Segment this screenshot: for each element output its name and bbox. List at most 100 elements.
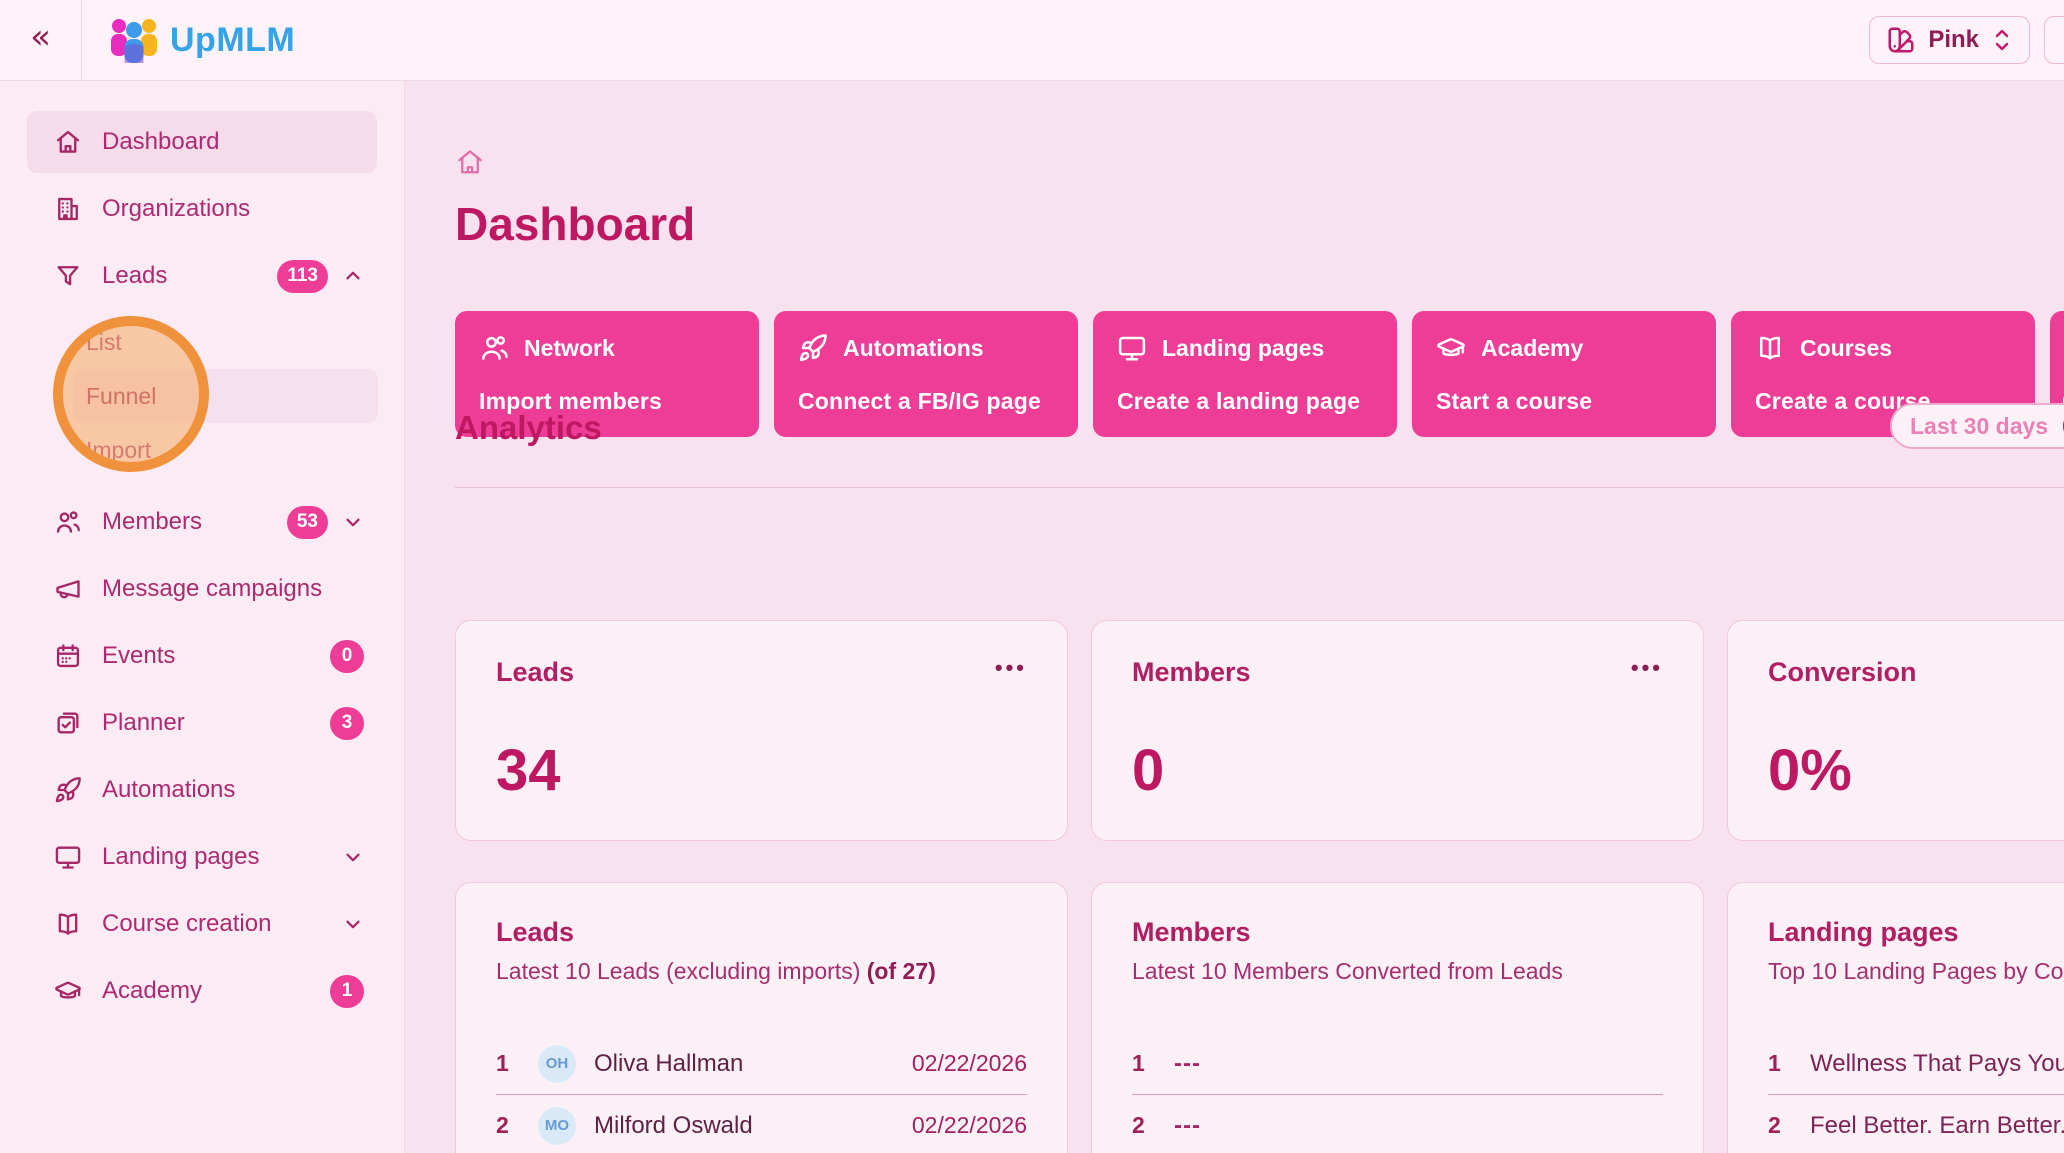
sidebar-subitem-import[interactable]: Import — [73, 423, 378, 477]
stat-value: 0% — [1768, 738, 1852, 803]
planner-count-badge: 3 — [330, 706, 364, 740]
users-icon — [54, 508, 82, 536]
sidebar-item-members[interactable]: Members 53 — [27, 491, 377, 553]
member-row[interactable]: 1 --- — [1132, 1033, 1663, 1095]
sidebar-item-label: Leads — [102, 262, 168, 289]
quick-action-landing-pages[interactable]: Landing pages Create a landing page — [1093, 311, 1397, 437]
home-icon — [54, 128, 82, 156]
empty-value: --- — [1174, 1111, 1201, 1139]
events-count-badge: 0 — [330, 639, 364, 673]
graduation-cap-icon — [1437, 338, 1465, 357]
graduation-cap-icon — [54, 977, 82, 1005]
sidebar-collapse-button[interactable]: « — [0, 0, 82, 81]
brand[interactable]: UpMLM — [108, 17, 295, 63]
lead-row[interactable]: 2 MO Milford Oswald 02/22/2026 — [496, 1095, 1027, 1153]
quick-action-title: Automations — [843, 334, 984, 361]
theme-selector-button[interactable]: Pink — [1869, 16, 2030, 64]
members-count-badge: 53 — [286, 505, 328, 539]
chevron-down-icon — [342, 846, 364, 868]
members-list-card: Members Latest 10 Members Converted from… — [1091, 882, 1704, 1153]
sidebar-item-leads[interactable]: Leads 113 — [27, 245, 377, 307]
sidebar-item-organizations[interactable]: Organizations — [27, 178, 377, 240]
sidebar-item-planner[interactable]: Planner 3 — [27, 692, 377, 754]
member-row[interactable]: 2 --- — [1132, 1095, 1663, 1153]
quick-action-network[interactable]: Network Import members — [455, 311, 759, 437]
list-title: Members — [1132, 917, 1251, 947]
calendar-icon — [54, 642, 82, 670]
quick-action-subtitle: Connect a FB/IG page — [798, 388, 1041, 414]
sidebar-item-course-creation[interactable]: Course creation — [27, 893, 377, 955]
chevron-down-icon — [342, 511, 364, 533]
language-selector-button-partial[interactable] — [2044, 16, 2064, 64]
subitem-label: Import — [86, 436, 152, 463]
row-number: 2 — [1768, 1112, 1781, 1138]
sidebar-item-label: Planner — [102, 709, 185, 736]
monitor-icon — [54, 843, 82, 871]
landing-page-name: Wellness That Pays You Back — [1810, 1049, 2064, 1077]
sidebar-item-label: Dashboard — [102, 128, 220, 155]
stat-title: Leads — [496, 657, 575, 687]
breadcrumb-home-icon[interactable] — [455, 147, 485, 177]
empty-value: --- — [1174, 1049, 1201, 1077]
list-title: Landing pages — [1768, 917, 1959, 947]
rocket-icon — [54, 776, 82, 804]
sidebar-subitem-funnel[interactable]: Funnel — [73, 369, 378, 423]
avatar: MO — [538, 1106, 576, 1145]
stat-title: Conversion — [1768, 657, 1917, 687]
quick-action-academy[interactable]: Academy Start a course — [1412, 311, 1716, 437]
quick-action-title: Landing pages — [1162, 334, 1325, 361]
sidebar-subitem-list[interactable]: List — [73, 315, 378, 369]
page-title: Dashboard — [455, 198, 696, 250]
sidebar-item-automations[interactable]: Automations — [27, 759, 377, 821]
theme-selector-value: Pink — [1928, 26, 1979, 53]
stat-value: 34 — [496, 738, 561, 803]
stat-card-members: Members ••• 0 — [1091, 620, 1704, 841]
quick-action-title: Courses — [1800, 334, 1893, 361]
row-number: 2 — [1132, 1112, 1145, 1138]
sidebar-item-academy[interactable]: Academy 1 — [27, 960, 377, 1022]
quick-actions-row: Network Import members Automations Conne… — [455, 311, 2064, 437]
quick-action-automations[interactable]: Automations Connect a FB/IG page — [774, 311, 1078, 437]
landing-page-row[interactable]: 2 Feel Better. Earn Better. — [1768, 1095, 2064, 1153]
ellipsis-menu-icon[interactable]: ••• — [1630, 655, 1663, 680]
topbar-actions: Pink — [1869, 16, 2064, 64]
sidebar-item-label: Members — [102, 508, 203, 535]
monitor-icon — [1118, 336, 1146, 361]
subitem-label: Funnel — [86, 382, 157, 409]
lead-name: Oliva Hallman — [594, 1049, 744, 1077]
sidebar: Dashboard Organizations Leads 113 List — [0, 81, 405, 1153]
sidebar-item-events[interactable]: Events 0 — [27, 625, 377, 687]
stat-card-conversion: Conversion 0% — [1727, 620, 2064, 841]
row-number: 1 — [1132, 1050, 1145, 1076]
quick-action-title: Network — [524, 334, 615, 361]
sidebar-item-landing-pages[interactable]: Landing pages — [27, 826, 377, 888]
clipboard-check-icon — [54, 709, 82, 737]
stat-value: 0 — [1132, 738, 1165, 803]
list-subtitle: Top 10 Landing Pages by Conversion — [1768, 958, 2064, 984]
list-subtitle-count: (of 27) — [866, 958, 936, 984]
date-range-filter[interactable]: Last 30 days 01/23/2026 — [1890, 403, 2064, 449]
analytics-heading: Analytics — [455, 409, 602, 446]
sidebar-item-dashboard[interactable]: Dashboard — [27, 111, 377, 173]
lead-date: 02/22/2026 — [911, 1112, 1027, 1138]
row-number: 1 — [1768, 1050, 1781, 1076]
avatar: OH — [538, 1044, 576, 1083]
leads-subnav: List Funnel Import — [0, 315, 404, 477]
quick-action-title: Academy — [1481, 334, 1584, 361]
lead-name: Milford Oswald — [594, 1111, 753, 1139]
stat-card-leads: Leads ••• 34 — [455, 620, 1068, 841]
sidebar-item-label: Automations — [102, 776, 236, 803]
chevron-up-icon — [342, 265, 364, 287]
landing-pages-list-card: Landing pages Top 10 Landing Pages by Co… — [1727, 882, 2064, 1153]
lead-row[interactable]: 1 OH Oliva Hallman 02/22/2026 — [496, 1033, 1027, 1095]
book-open-icon — [54, 910, 82, 938]
landing-page-name: Feel Better. Earn Better. — [1810, 1111, 2064, 1139]
quick-action-subtitle: Start a course — [1436, 388, 1593, 414]
academy-count-badge: 1 — [330, 974, 364, 1008]
chevron-down-icon — [342, 913, 364, 935]
leads-count-badge: 113 — [277, 259, 328, 293]
landing-page-row[interactable]: 1 Wellness That Pays You Back — [1768, 1033, 2064, 1095]
sidebar-item-label: Events — [102, 642, 176, 669]
sidebar-item-message-campaigns[interactable]: Message campaigns — [27, 558, 377, 620]
ellipsis-menu-icon[interactable]: ••• — [994, 655, 1027, 680]
